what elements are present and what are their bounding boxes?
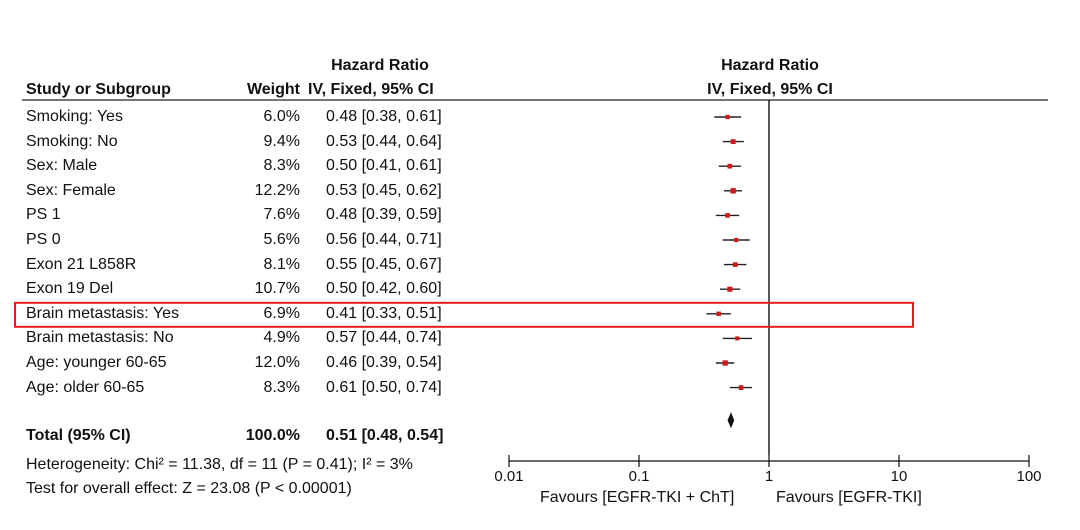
plot-header-title: Hazard Ratio [721, 57, 819, 74]
row-ci: 0.61 [0.50, 0.74] [326, 378, 442, 396]
weight-header: Weight [246, 81, 300, 98]
point-estimate [734, 237, 739, 243]
row-label: Smoking: No [26, 132, 118, 150]
row-label: Brain metastasis: Yes [26, 304, 179, 322]
row-label: Brain metastasis: No [26, 329, 174, 347]
row-label: Sex: Male [26, 157, 98, 175]
x-tick-label: 0.01 [494, 468, 523, 485]
row-ci: 0.56 [0.44, 0.71] [326, 231, 442, 248]
row-weight: 5.6% [263, 231, 300, 248]
row-label: Age: younger 60-65 [26, 354, 167, 371]
total-label: Total (95% CI) [26, 427, 131, 444]
row-weight: 6.0% [263, 108, 300, 125]
row-label: Age: older 60-65 [26, 378, 145, 396]
total-weight: 100.0% [245, 427, 300, 444]
row-weight: 7.6% [263, 206, 300, 224]
row-ci: 0.48 [0.38, 0.61] [326, 108, 442, 125]
row-label: Smoking: Yes [26, 108, 123, 125]
row-weight: 4.9% [263, 329, 300, 347]
favours-left: Favours [EGFR-TKI + ChT] [540, 489, 735, 506]
hr-header-title: Hazard Ratio [331, 57, 429, 74]
row-ci: 0.55 [0.45, 0.67] [326, 255, 442, 273]
point-estimate [730, 139, 736, 145]
row-weight: 12.2% [254, 181, 300, 199]
row-weight: 12.0% [254, 354, 300, 371]
row-weight: 9.4% [263, 132, 300, 150]
point-estimate [738, 385, 744, 390]
row-ci: 0.48 [0.39, 0.59] [326, 206, 442, 224]
point-estimate [735, 336, 740, 341]
row-ci: 0.53 [0.44, 0.64] [326, 132, 442, 150]
row-label: PS 1 [26, 206, 61, 224]
point-estimate [725, 213, 730, 218]
hr-header-sub: IV, Fixed, 95% CI [308, 81, 434, 98]
point-estimate [730, 188, 736, 194]
total-diamond [727, 412, 735, 429]
point-estimate [722, 360, 728, 366]
row-label: PS 0 [26, 231, 61, 248]
row-label: Exon 21 L858R [26, 255, 137, 273]
row-ci: 0.57 [0.44, 0.74] [326, 329, 442, 347]
x-tick-label: 1 [765, 468, 773, 485]
heterogeneity-text: Heterogeneity: Chi² = 11.38, df = 11 (P … [26, 456, 413, 473]
row-weight: 6.9% [263, 304, 300, 322]
study-header: Study or Subgroup [26, 81, 171, 98]
point-estimate [716, 311, 721, 317]
overall-effect-text: Test for overall effect: Z = 23.08 (P < … [26, 480, 352, 497]
x-tick-label: 0.1 [629, 468, 650, 485]
row-ci: 0.41 [0.33, 0.51] [326, 304, 442, 322]
point-estimate [725, 114, 730, 120]
x-tick-label: 10 [891, 468, 908, 485]
highlight-box [14, 301, 914, 328]
row-weight: 8.3% [263, 378, 300, 396]
row-ci: 0.46 [0.39, 0.54] [326, 354, 442, 371]
plot-header-sub: IV, Fixed, 95% CI [707, 81, 833, 98]
row-ci: 0.53 [0.45, 0.62] [326, 181, 442, 199]
point-estimate [727, 286, 733, 292]
row-ci: 0.50 [0.41, 0.61] [326, 157, 442, 175]
row-weight: 10.7% [254, 280, 300, 298]
row-label: Sex: Female [26, 181, 116, 199]
total-ci: 0.51 [0.48, 0.54] [326, 427, 444, 444]
x-tick-label: 100 [1016, 468, 1041, 485]
row-weight: 8.3% [263, 157, 300, 175]
point-estimate [732, 262, 738, 267]
point-estimate [727, 163, 733, 169]
favours-right: Favours [EGFR-TKI] [776, 489, 922, 506]
row-label: Exon 19 Del [26, 280, 114, 298]
row-ci: 0.50 [0.42, 0.60] [326, 280, 442, 298]
row-weight: 8.1% [263, 255, 300, 273]
